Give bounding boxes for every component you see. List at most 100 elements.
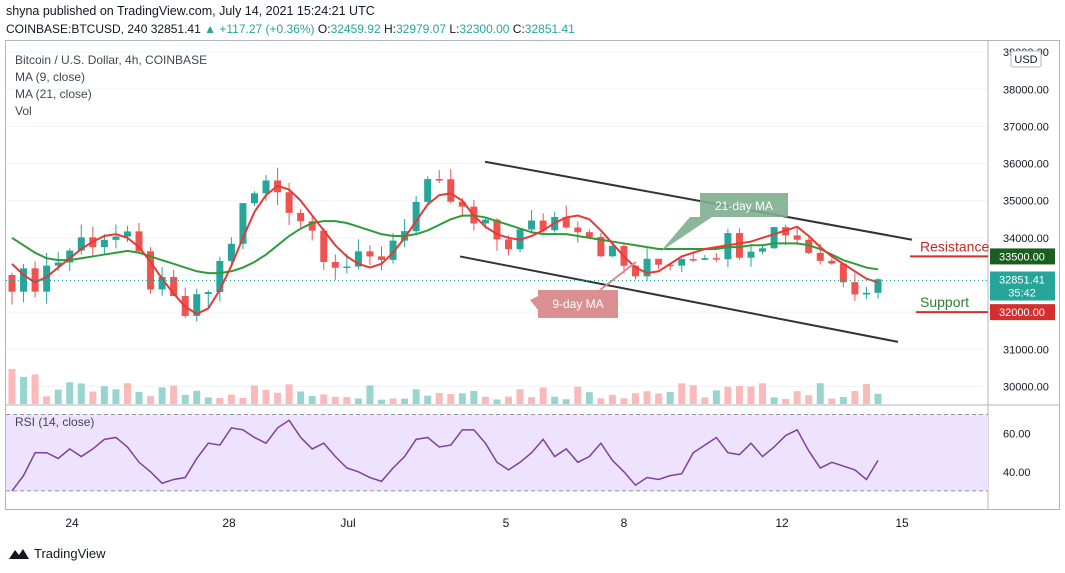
- volume-bar: [204, 397, 212, 404]
- candle-body: [597, 237, 605, 257]
- ohlc-bar: COINBASE:BTCUSD, 240 32851.41 ▲ +117.27 …: [6, 22, 575, 36]
- candle-body: [816, 252, 824, 261]
- volume-bar: [123, 383, 131, 404]
- candle-body: [528, 220, 536, 230]
- candle-body: [574, 227, 582, 233]
- y-tick-label: 37000.00: [1003, 121, 1049, 133]
- volume-bar: [805, 395, 813, 404]
- last-price-tag: [990, 271, 1055, 301]
- ma9-line: [11, 184, 879, 316]
- volume-bar: [135, 391, 143, 404]
- volume-bar: [424, 395, 432, 404]
- candle-body: [123, 231, 131, 237]
- currency-badge: [1010, 50, 1042, 68]
- volume-bar: [747, 386, 755, 404]
- volume-bar: [147, 396, 155, 404]
- x-tick-label: 24: [65, 516, 79, 530]
- candle-body: [481, 219, 489, 224]
- candle-body: [158, 277, 166, 290]
- candle-body: [43, 265, 51, 292]
- volume-bar: [89, 391, 97, 404]
- candle-body: [343, 266, 351, 269]
- volume-bar: [331, 396, 339, 404]
- volume-bar: [839, 397, 847, 404]
- y-tick-label: 38000.00: [1003, 84, 1049, 96]
- volume-bar: [193, 390, 201, 404]
- candle-body: [701, 258, 709, 260]
- candle-body: [632, 265, 640, 277]
- candle-body: [297, 212, 305, 222]
- tradingview-icon: [9, 548, 29, 559]
- low-label: L:: [449, 22, 460, 36]
- volume-bar: [862, 383, 870, 404]
- x-tick-label: 28: [222, 516, 236, 530]
- volume-bar: [458, 393, 466, 404]
- x-tick-label: Jul: [340, 516, 355, 530]
- ma9-callout-box: [530, 290, 618, 318]
- rsi-line: [11, 419, 879, 492]
- volume-bar: [782, 398, 790, 404]
- legend-vol: Vol: [15, 104, 32, 118]
- volume-bar: [735, 385, 743, 404]
- volume-bar: [793, 391, 801, 404]
- candle-body: [828, 260, 836, 264]
- last-price-text: 32851.41: [999, 275, 1045, 287]
- candle-body: [505, 239, 513, 250]
- volume-bar: [181, 394, 189, 404]
- resistance-price-tag: [990, 248, 1055, 265]
- volume-bar: [597, 398, 605, 404]
- high-label: H:: [383, 22, 396, 36]
- resistance-label: Resistance: [920, 238, 989, 254]
- candle-body: [678, 259, 686, 266]
- candle-body: [204, 292, 212, 295]
- volume-bar: [574, 386, 582, 404]
- candle-body: [839, 263, 847, 283]
- ma9-callout-label: 9-day MA: [552, 297, 603, 311]
- volume-bar: [308, 395, 316, 404]
- tradingview-logo[interactable]: TradingView: [8, 546, 106, 561]
- volume-bar: [759, 383, 767, 404]
- volume-bar: [770, 397, 778, 404]
- volume-bar: [112, 389, 120, 404]
- candle-body: [170, 277, 178, 297]
- volume-bar: [678, 383, 686, 404]
- y-tick-label: 30000.00: [1003, 381, 1049, 393]
- volume-bar: [377, 399, 385, 404]
- candle-body: [193, 294, 201, 316]
- ma21-callout-box: [660, 193, 788, 252]
- volume-bar: [31, 374, 39, 404]
- volume-bar: [493, 399, 501, 404]
- legend-ma9: MA (9, close): [15, 70, 86, 84]
- candle-body: [54, 262, 62, 266]
- volume-bar: [724, 386, 732, 404]
- volume-bar: [320, 394, 328, 404]
- volume-bar: [562, 399, 570, 404]
- channel-lower-line: [459, 255, 899, 343]
- chart-title: Bitcoin / U.S. Dollar, 4h, COINBASE: [15, 53, 208, 67]
- volume-bar: [343, 396, 351, 404]
- volume-bar: [297, 391, 305, 404]
- y-tick-label: 34000.00: [1003, 233, 1049, 245]
- rsi-tick-label: 60.00: [1003, 429, 1031, 441]
- volume-bar: [470, 390, 478, 404]
- candle-body: [308, 221, 316, 231]
- legend-rsi: RSI (14, close): [15, 415, 95, 429]
- candle-body: [666, 264, 674, 267]
- candle-body: [216, 260, 224, 293]
- candle-body: [66, 250, 74, 263]
- candle-body: [366, 251, 374, 257]
- x-tick-label: 5: [503, 516, 510, 530]
- volume-bar: [632, 393, 640, 404]
- candle-body: [874, 279, 882, 293]
- volume-bar: [66, 382, 74, 404]
- volume-bar: [8, 368, 16, 404]
- volume-bar: [655, 393, 663, 404]
- volume-bar: [505, 396, 513, 404]
- volume-bar: [528, 397, 536, 404]
- candle-body: [539, 220, 547, 231]
- volume-bar: [828, 398, 836, 404]
- volume-bar: [585, 392, 593, 404]
- candle-body: [851, 282, 859, 295]
- candle-body: [643, 258, 651, 277]
